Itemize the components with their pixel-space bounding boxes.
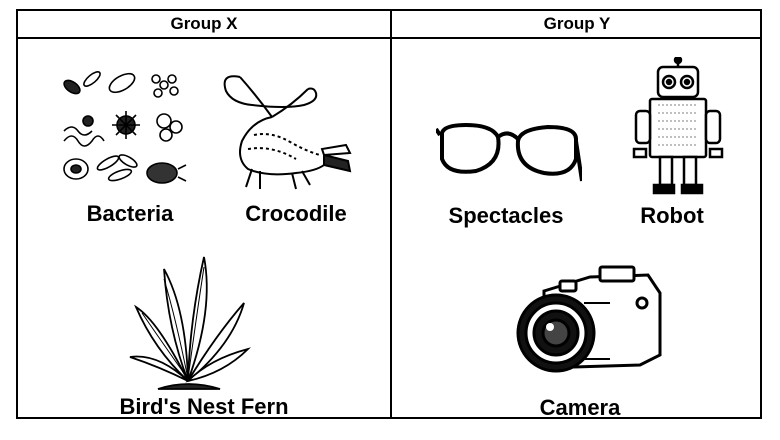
camera-icon — [514, 263, 664, 387]
camera-label: Camera — [539, 395, 621, 420]
fern-label: Bird's Nest Fern — [119, 394, 289, 419]
robot-label: Robot — [640, 203, 704, 228]
fern-icon — [124, 249, 254, 395]
crocodile-label: Crocodile — [245, 201, 347, 226]
header-divider — [18, 37, 760, 39]
group-x-header: Group X — [170, 14, 238, 33]
robot-icon — [630, 57, 726, 197]
spectacles-icon — [436, 119, 582, 183]
spectacles-label: Spectacles — [448, 203, 564, 228]
bacteria-label: Bacteria — [86, 201, 174, 226]
classification-table: Group X Group Y — [16, 9, 762, 420]
group-y-header: Group Y — [543, 14, 611, 33]
column-divider — [390, 11, 392, 417]
bacteria-icon — [58, 65, 188, 191]
crocodile-icon — [212, 65, 354, 193]
